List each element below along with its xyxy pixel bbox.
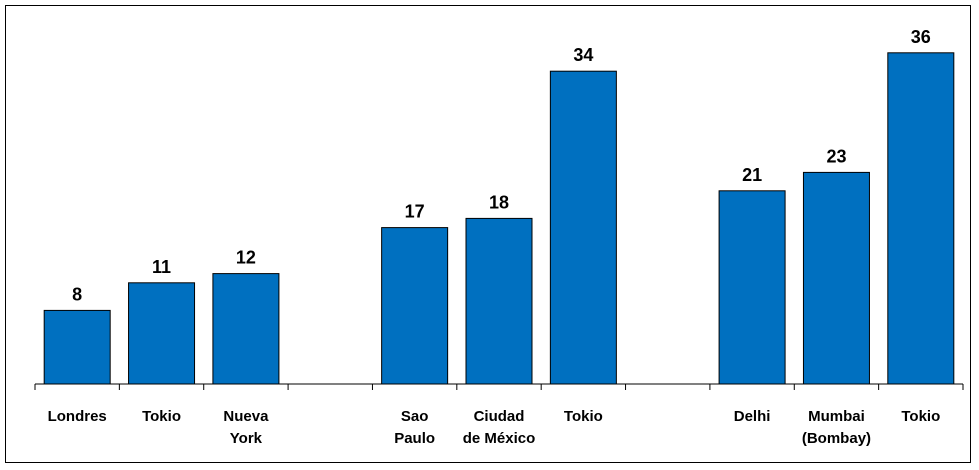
bar — [718, 190, 786, 385]
bar — [212, 273, 280, 385]
category-label: Mumbai — [808, 408, 865, 425]
bar — [549, 70, 617, 385]
category-label: York — [230, 430, 263, 447]
data-label: 8 — [72, 284, 82, 304]
category-label: Paulo — [394, 430, 435, 447]
category-label: Tokio — [564, 408, 603, 425]
data-label: 36 — [911, 27, 931, 47]
category-label: Tokio — [901, 408, 940, 425]
bar — [381, 227, 449, 385]
data-label: 11 — [152, 257, 171, 277]
bar — [802, 171, 870, 385]
data-label: 21 — [742, 165, 762, 185]
category-label: Londres — [48, 408, 107, 425]
category-label: de México — [463, 430, 536, 447]
category-label: (Bombay) — [802, 430, 871, 447]
category-label: Delhi — [734, 408, 771, 425]
bar — [128, 282, 196, 385]
category-label: Nueva — [223, 408, 269, 425]
category-label: Tokio — [142, 408, 181, 425]
bar — [43, 309, 111, 385]
data-label: 12 — [236, 248, 256, 268]
data-label: 23 — [826, 146, 846, 166]
category-label: Ciudad — [474, 408, 525, 425]
data-label: 34 — [573, 45, 593, 65]
data-label: 18 — [489, 192, 509, 212]
bar — [465, 217, 533, 385]
data-label: 17 — [405, 202, 425, 222]
bar — [887, 52, 955, 385]
category-label: Sao — [401, 408, 429, 425]
